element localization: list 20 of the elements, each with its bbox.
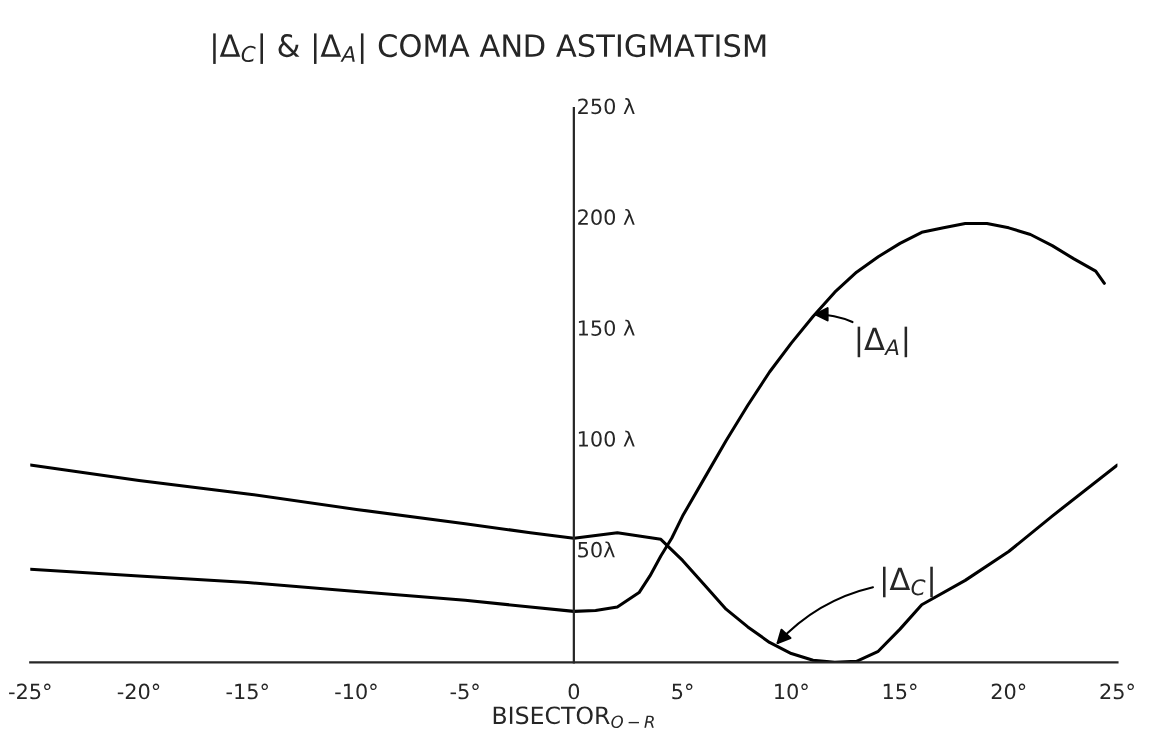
x-tick-label: 10° <box>775 683 808 700</box>
x-tick-label: 25° <box>1100 683 1134 700</box>
x-axis-title: BISECTOR$_{O−R}$ <box>493 706 654 729</box>
x-tick-label: 20° <box>991 683 1026 700</box>
y-tick-label: 150 λ <box>578 319 635 336</box>
y-tick-label: 50λ <box>578 541 615 558</box>
x-tick-label: -5° <box>450 683 479 700</box>
x-tick-label: -25° <box>9 683 51 700</box>
x-tick-label: 0 <box>568 683 580 700</box>
x-tick-label: -20° <box>117 683 160 700</box>
x-tick-label: 15° <box>883 683 917 700</box>
chart-title: |Δ$_{C}$| & |Δ$_{A}$| COMA AND ASTIGMATISM <box>213 33 766 64</box>
x-tick-label: 5° <box>672 683 693 700</box>
y-tick-label: 250 λ <box>578 98 635 115</box>
x-tick-label: -15° <box>226 683 268 700</box>
x-tick-label: -10° <box>335 683 377 700</box>
annotation: |Δ$_{A}$| <box>857 326 908 358</box>
annotation: |Δ$_{C}$| <box>883 566 933 598</box>
y-tick-label: 200 λ <box>578 208 635 226</box>
y-tick-label: 100 λ <box>578 430 635 447</box>
